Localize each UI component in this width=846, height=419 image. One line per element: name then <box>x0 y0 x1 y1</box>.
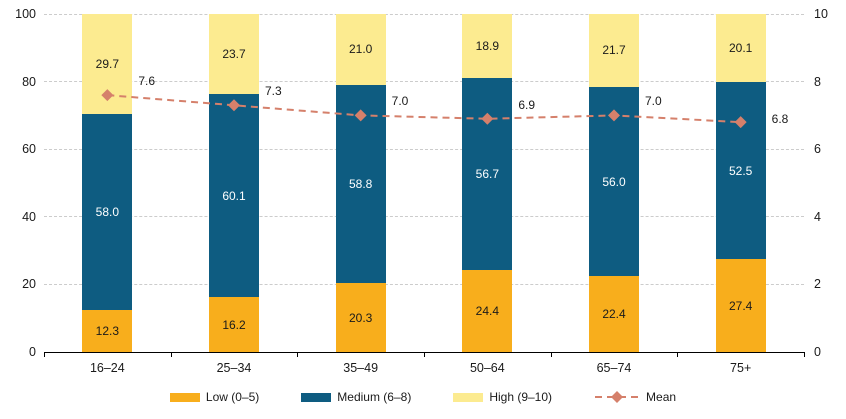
bar-segment-value-label: 56.7 <box>475 166 499 181</box>
bar-segment-high <box>209 14 259 95</box>
bar-segment-value-label: 24.4 <box>475 303 499 318</box>
x-axis-tick <box>677 352 679 357</box>
bar-segment-low <box>462 269 513 352</box>
mean-value-label: 7.6 <box>138 74 156 89</box>
x-axis-tick <box>424 352 425 357</box>
bar-segment-value-label: 16.2 <box>222 317 246 332</box>
x-axis-tick <box>170 352 172 357</box>
legend-swatch-icon <box>301 392 332 402</box>
y-axis-left-tick-label: 20 <box>22 277 36 292</box>
legend-swatch-icon <box>453 392 484 402</box>
bar-segment-value-label: 20.3 <box>348 310 373 325</box>
bar-segment-value-label: 21.0 <box>348 42 373 57</box>
legend-label: Medium (6–8) <box>337 390 412 404</box>
legend-swatch-icon <box>169 392 200 402</box>
bar-segment-value-label: 12.3 <box>95 324 119 339</box>
legend-item-high: High (9–10) <box>453 390 552 404</box>
bar-segment-value-label: 23.7 <box>222 47 246 62</box>
bar-segment-high <box>589 13 639 87</box>
bar-segment-value-label: 29.7 <box>95 57 119 72</box>
legend-item-medium: Medium (6–8) <box>301 390 411 404</box>
y-axis-right-tick-label: 4 <box>814 209 821 224</box>
bar-segment-low <box>589 276 639 352</box>
bar-segment-low <box>82 310 133 352</box>
gridline <box>44 148 804 150</box>
y-axis-right-tick-label: 10 <box>814 7 828 21</box>
legend-item-mean: Mean <box>594 390 676 404</box>
x-axis-category-label: 35–49 <box>343 361 379 375</box>
legend-item-low: Low (0–5) <box>169 390 260 404</box>
y-axis-left-tick-label: 60 <box>22 142 36 157</box>
gridline <box>44 13 804 15</box>
x-axis-tick <box>297 352 299 357</box>
legend-label: Mean <box>646 390 677 404</box>
gridline <box>44 81 804 83</box>
mean-value-label: 6.9 <box>518 97 536 112</box>
bar-segment-value-label: 58.0 <box>95 205 119 220</box>
y-axis-left-tick-label: 0 <box>29 345 36 359</box>
gridline <box>44 283 804 285</box>
y-axis-right-tick-label: 0 <box>814 345 821 359</box>
bar-segment-value-label: 58.8 <box>348 177 373 191</box>
bar-segment-low <box>209 297 259 352</box>
x-axis-category-label: 16–24 <box>89 361 125 375</box>
y-axis-left-tick-label: 80 <box>22 74 36 89</box>
bar-segment-value-label: 22.4 <box>602 307 626 322</box>
legend-label: Low (0–5) <box>205 390 260 404</box>
bar-segment-value-label: 21.7 <box>602 43 626 58</box>
bar-segment-value-label: 52.5 <box>728 163 753 178</box>
bar-segment-value-label: 18.9 <box>475 38 499 53</box>
bar-segment-low <box>335 283 386 352</box>
x-axis-tick <box>44 352 45 357</box>
gridline <box>44 216 804 218</box>
bar-segment-value-label: 20.1 <box>728 40 753 55</box>
x-axis-category-label: 25–34 <box>216 361 252 375</box>
y-axis-left-tick-label: 40 <box>22 209 36 224</box>
mean-value-label: 7.0 <box>391 94 409 109</box>
x-axis-category-label: 65–74 <box>596 361 632 375</box>
bar-segment-value-label: 27.4 <box>728 298 753 313</box>
x-axis-tick <box>550 352 552 357</box>
x-axis-tick <box>804 352 805 357</box>
bar-segment-value-label: 56.0 <box>602 174 626 189</box>
bar-segment-high <box>335 13 386 85</box>
bar-segment-value-label: 60.1 <box>222 188 246 203</box>
legend-mean-line-icon <box>595 391 640 403</box>
y-axis-right-tick-label: 6 <box>814 142 821 157</box>
legend-label: High (9–10) <box>489 390 553 404</box>
mean-value-label: 7.3 <box>265 84 282 99</box>
bar-segment-medium <box>209 94 259 298</box>
mean-value-label: 6.8 <box>771 112 789 127</box>
bar-segment-high <box>462 14 513 78</box>
bar-segment-low <box>715 259 766 352</box>
mean-value-label: 7.0 <box>645 94 662 109</box>
y-axis-right-tick-label: 8 <box>814 74 821 89</box>
y-axis-left-tick-label: 100 <box>15 7 36 21</box>
bar-segment-medium <box>82 114 133 311</box>
x-axis-category-label: 50–64 <box>469 361 505 375</box>
y-axis-right-tick-label: 2 <box>814 277 821 292</box>
x-axis-category-label: 75+ <box>730 361 752 375</box>
bar-segment-high <box>715 14 766 82</box>
chart-legend: Low (0–5) Medium (6–8) High (9–10) Mean <box>0 390 846 404</box>
